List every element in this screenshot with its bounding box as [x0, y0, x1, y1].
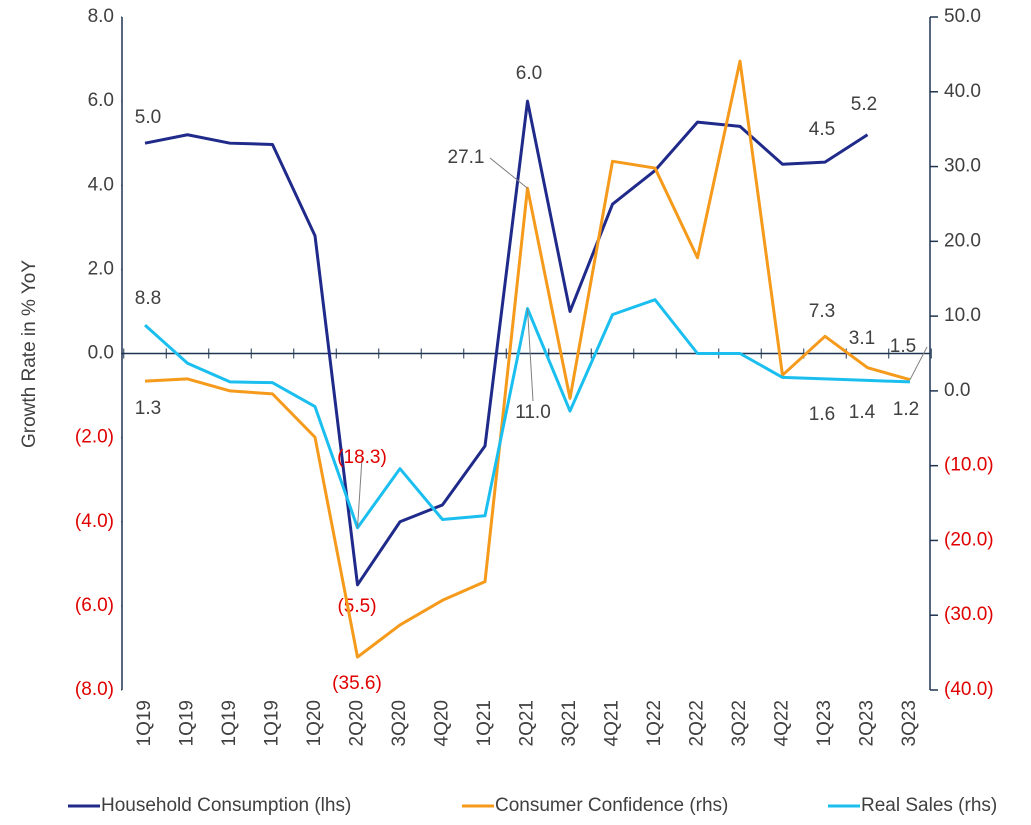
- data-label: 6.0: [516, 63, 542, 84]
- y2-tick-label: (20.0): [944, 529, 994, 550]
- series-line: [144, 59, 911, 659]
- x-tick-label: 4Q21: [602, 700, 623, 746]
- y2-tick-label: (10.0): [944, 455, 994, 476]
- x-tick-label: 4Q20: [432, 700, 453, 746]
- leader-line: [489, 157, 528, 189]
- y-tick-label: (2.0): [75, 427, 114, 448]
- data-label: 1.6: [809, 404, 835, 425]
- y-tick-label: (6.0): [75, 595, 114, 616]
- legend-label: Real Sales (rhs): [861, 795, 997, 816]
- y-tick-label: 8.0: [88, 6, 114, 27]
- y2-tick-label: (40.0): [944, 679, 994, 700]
- data-label: 5.2: [851, 94, 877, 115]
- data-label: 11.0: [515, 402, 551, 423]
- data-label: (5.5): [337, 596, 376, 617]
- x-tick-label: 4Q22: [772, 700, 793, 746]
- x-tick-label: 1Q19: [134, 700, 155, 746]
- data-label: 3.1: [849, 328, 875, 349]
- x-tick-label: 1Q19: [177, 700, 198, 746]
- y2-tick-label: 20.0: [944, 230, 981, 251]
- data-label: (35.6): [332, 673, 382, 694]
- leader-line: [357, 457, 363, 528]
- x-tick-label: 1Q22: [644, 700, 665, 746]
- data-label: 1.3: [135, 398, 161, 419]
- leader-line: [527, 308, 534, 402]
- y2-tick-label: 10.0: [944, 305, 981, 326]
- x-tick-label: 1Q20: [304, 700, 325, 746]
- y-axis-title: Growth Rate in % YoY: [19, 260, 40, 448]
- x-tick-label: 1Q19: [219, 700, 240, 746]
- x-tick-label: 2Q23: [857, 700, 878, 746]
- data-label: 1.5: [890, 336, 916, 357]
- data-label: 8.8: [135, 288, 161, 309]
- x-tick-label: 2Q22: [687, 700, 708, 746]
- legend-label: Household Consumption (lhs): [101, 795, 351, 816]
- y2-tick-label: 0.0: [944, 380, 970, 401]
- y2-tick-label: 30.0: [944, 156, 981, 177]
- leader-line: [909, 346, 928, 380]
- data-label: 1.2: [893, 399, 919, 420]
- y2-tick-label: 40.0: [944, 81, 981, 102]
- data-label: 4.5: [809, 119, 835, 140]
- legend-label: Consumer Confidence (rhs): [495, 795, 728, 816]
- x-tick-label: 2Q21: [517, 700, 538, 746]
- y-tick-label: 2.0: [88, 258, 114, 279]
- x-tick-label: 2Q20: [347, 700, 368, 746]
- data-label: 27.1: [448, 147, 485, 168]
- data-label: (18.3): [337, 447, 387, 468]
- y-tick-label: 0.0: [88, 343, 114, 364]
- y-tick-label: 4.0: [88, 174, 114, 195]
- y2-tick-label: (30.0): [944, 604, 994, 625]
- x-tick-label: 3Q21: [559, 700, 580, 746]
- x-tick-label: 3Q20: [389, 700, 410, 746]
- x-tick-label: 3Q22: [729, 700, 750, 746]
- y-tick-label: (8.0): [75, 679, 114, 700]
- x-tick-label: 3Q23: [899, 700, 920, 746]
- data-label: 1.4: [849, 402, 876, 423]
- data-label: 7.3: [809, 301, 835, 322]
- series-line: [144, 99, 869, 587]
- y-tick-label: (4.0): [75, 511, 114, 532]
- x-tick-label: 1Q23: [814, 700, 835, 746]
- y2-tick-label: 50.0: [944, 6, 981, 27]
- x-tick-label: 1Q19: [262, 700, 283, 746]
- y-tick-label: 6.0: [88, 90, 114, 111]
- series-line: [143, 298, 911, 530]
- data-label: 5.0: [135, 107, 161, 128]
- x-tick-label: 1Q21: [474, 700, 495, 746]
